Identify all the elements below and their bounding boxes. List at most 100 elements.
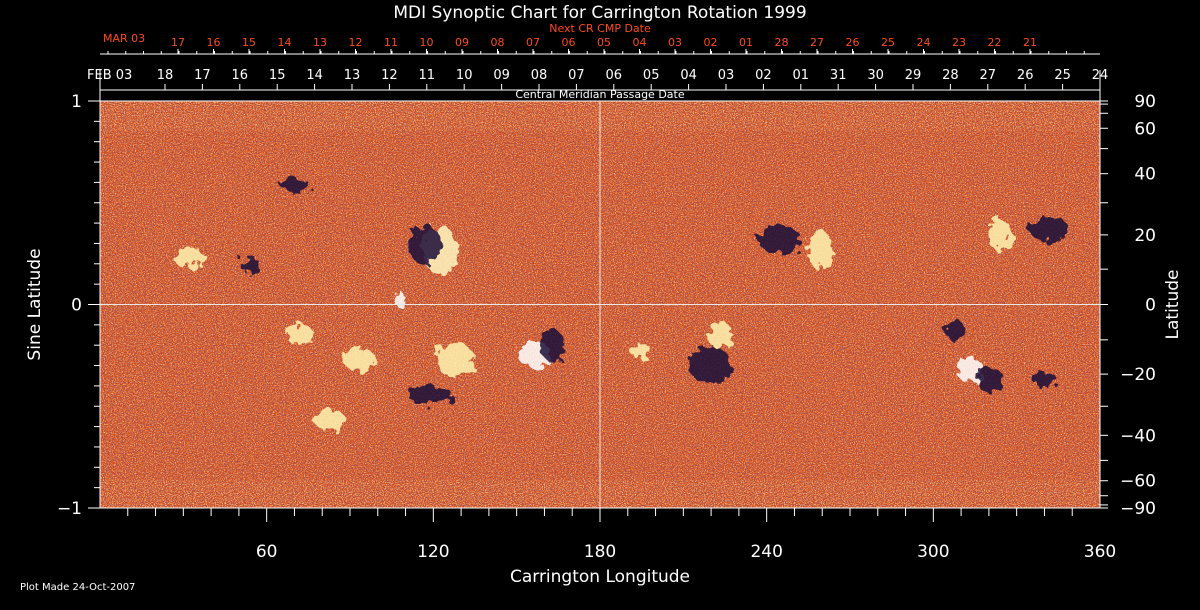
active-region <box>240 257 260 273</box>
next-cr-date-label: 16 <box>207 36 221 49</box>
next-cr-date-label: 27 <box>810 36 824 49</box>
cmp-date-label: 29 <box>905 68 922 83</box>
next-cr-date-label: 13 <box>313 36 327 49</box>
cmp-start-label: FEB 03 <box>87 68 132 83</box>
active-region <box>344 348 376 372</box>
active-region <box>976 368 1004 392</box>
y-tick-label-right: 20 <box>1134 226 1156 246</box>
active-region <box>808 230 832 270</box>
next-cr-date-label: 17 <box>171 36 185 49</box>
active-region <box>1033 372 1057 388</box>
x-axis-label: Carrington Longitude <box>510 567 690 587</box>
cmp-date-label: 14 <box>306 68 323 83</box>
cmp-date-label: 24 <box>1092 68 1109 83</box>
x-tick-label: 360 <box>1084 542 1116 562</box>
active-region <box>688 347 732 383</box>
cmp-date-label: 27 <box>980 68 997 83</box>
next-cr-date-label: 04 <box>633 36 647 49</box>
active-region <box>408 385 452 405</box>
active-region <box>758 226 802 254</box>
cmp-date-label: 06 <box>606 68 623 83</box>
y-tick-label-right: −20 <box>1120 365 1156 385</box>
next-cr-date-label: 28 <box>775 36 789 49</box>
y-tick-label-right: −90 <box>1120 499 1156 519</box>
active-region <box>286 325 314 345</box>
cmp-date-label: 31 <box>830 68 847 83</box>
cmp-date-label: 09 <box>493 68 510 83</box>
active-region <box>945 320 965 340</box>
next-cr-date-label: 23 <box>952 36 966 49</box>
plot-made-label: Plot Made 24-Oct-2007 <box>20 582 135 593</box>
cmp-date-label: 18 <box>157 68 174 83</box>
next-cr-date-label: 15 <box>242 36 256 49</box>
cmp-date-label: 25 <box>1054 68 1071 83</box>
cmp-date-label: 26 <box>1017 68 1034 83</box>
cmp-axis-label: Central Meridian Passage Date <box>515 88 684 101</box>
next-cr-date-label: 07 <box>526 36 540 49</box>
y-axis-label-right: Latitude <box>1163 270 1183 340</box>
active-region <box>1030 218 1070 242</box>
next-cr-date-label: 22 <box>988 36 1002 49</box>
cmp-date-label: 28 <box>942 68 959 83</box>
next-cr-date-label: 01 <box>739 36 753 49</box>
y-tick-label-right: 40 <box>1134 165 1156 185</box>
cmp-date-label: 12 <box>381 68 398 83</box>
active-region <box>630 342 650 358</box>
cmp-date-label: 05 <box>643 68 660 83</box>
cmp-date-label: 10 <box>456 68 473 83</box>
active-region <box>314 410 346 430</box>
y-tick-label-right: −60 <box>1120 472 1156 492</box>
active-region <box>435 344 475 376</box>
next-cr-date-label: 25 <box>881 36 895 49</box>
y-tick-label-right: −40 <box>1120 426 1156 446</box>
next-cr-date-label: 03 <box>668 36 682 49</box>
cmp-date-label: 04 <box>680 68 697 83</box>
cmp-date-label: 17 <box>194 68 211 83</box>
x-tick-label: 60 <box>256 542 278 562</box>
next-cr-date-label: 26 <box>846 36 860 49</box>
active-region <box>708 321 732 349</box>
active-region <box>540 329 564 361</box>
y-tick-label-right: 60 <box>1134 119 1156 139</box>
chart-title: MDI Synoptic Chart for Carrington Rotati… <box>393 3 806 23</box>
next-cr-date-label: 09 <box>455 36 469 49</box>
cmp-date-label: 11 <box>419 68 436 83</box>
next-cr-date-label: 02 <box>704 36 718 49</box>
next-cr-date-label: 11 <box>384 36 398 49</box>
x-tick-label: 180 <box>584 542 616 562</box>
y-tick-label-left: 0 <box>71 296 82 316</box>
next-cr-date-label: 08 <box>491 36 505 49</box>
next-cr-date-label: 10 <box>420 36 434 49</box>
next-cr-axis-label: Next CR CMP Date <box>549 22 651 35</box>
active-region <box>409 225 441 265</box>
next-cr-date-label: 05 <box>597 36 611 49</box>
x-tick-label: 300 <box>917 542 949 562</box>
x-tick-label: 240 <box>750 542 782 562</box>
next-cr-date-label: 12 <box>349 36 363 49</box>
active-region <box>394 292 406 308</box>
active-region <box>988 219 1012 251</box>
y-tick-label-left: −1 <box>57 499 82 519</box>
next-cr-date-label: 24 <box>917 36 931 49</box>
next-cr-date-label: 14 <box>278 36 292 49</box>
cmp-date-label: 01 <box>793 68 810 83</box>
cmp-date-label: 07 <box>568 68 585 83</box>
cmp-date-label: 15 <box>269 68 286 83</box>
y-tick-label-left: 1 <box>71 92 82 112</box>
cmp-date-label: 16 <box>232 68 249 83</box>
active-region <box>281 177 309 193</box>
x-tick-label: 120 <box>417 542 449 562</box>
y-axis-label-left: Sine Latitude <box>25 248 45 360</box>
active-region <box>174 248 206 268</box>
cmp-date-label: 30 <box>867 68 884 83</box>
y-tick-label-right: 90 <box>1134 92 1156 112</box>
y-tick-label-right: 0 <box>1145 296 1156 316</box>
next-cr-start-label: MAR 03 <box>103 32 145 45</box>
next-cr-date-label: 06 <box>562 36 576 49</box>
cmp-date-label: 02 <box>755 68 772 83</box>
cmp-date-label: 13 <box>344 68 361 83</box>
cmp-date-label: 08 <box>531 68 548 83</box>
cmp-date-label: 03 <box>718 68 735 83</box>
next-cr-date-label: 21 <box>1023 36 1037 49</box>
